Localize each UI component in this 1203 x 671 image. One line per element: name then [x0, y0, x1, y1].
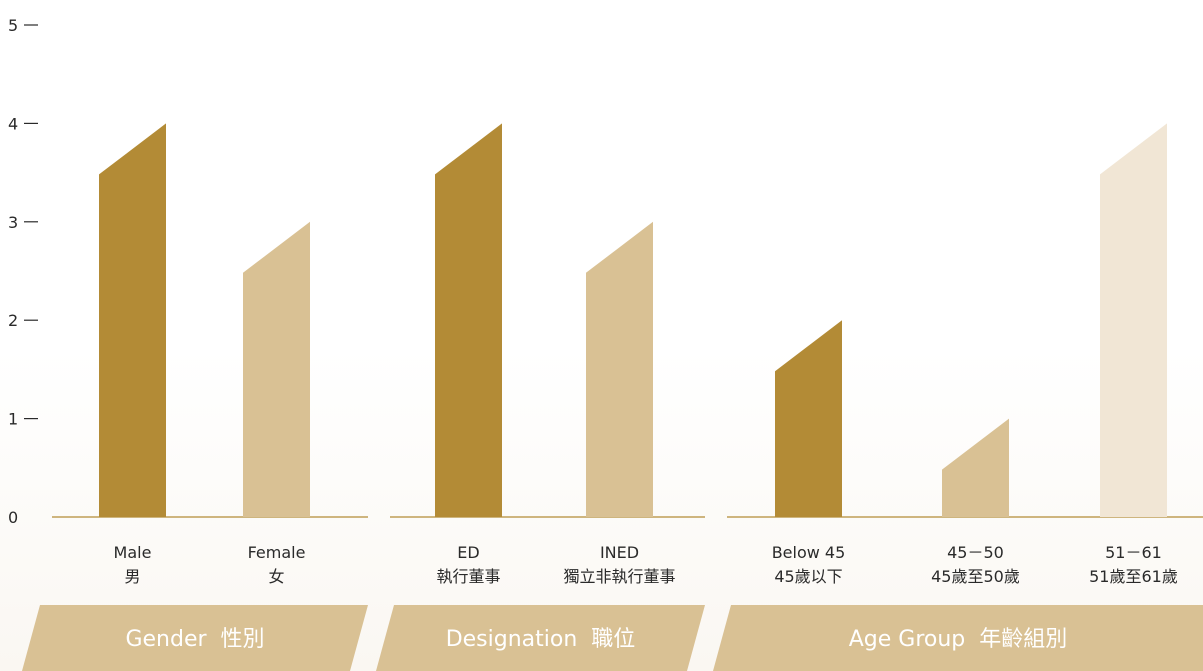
group-1: ED 執行董事 INED 獨立非執行董事 Designation 職位: [376, 123, 705, 671]
group-0: Male 男 Female 女 Gender 性別: [22, 123, 368, 671]
category-label-zh: 45歲以下: [774, 567, 842, 586]
bar-male: [99, 123, 166, 518]
y-tick-label: 5: [8, 16, 18, 35]
bar-ed: [435, 123, 502, 518]
group-banner: [713, 605, 1203, 671]
category-label-en: 51－61: [1105, 543, 1162, 562]
bar-51-61: [1100, 123, 1167, 518]
category-label-en: ED: [457, 543, 479, 562]
y-axis: 0 1 2 3 4 5: [8, 16, 38, 527]
bar-ined: [586, 221, 653, 518]
y-tick-label: 2: [8, 311, 18, 330]
category-label-zh: 女: [268, 567, 284, 586]
category-label-zh: 男: [124, 567, 140, 586]
y-tick-label: 0: [8, 508, 18, 527]
y-tick-label: 1: [8, 410, 18, 429]
category-label-en: Below 45: [772, 543, 846, 562]
y-tick-label: 3: [8, 213, 18, 232]
group-title: Age Group 年齡組別: [849, 627, 1068, 652]
category-label-en: Male: [114, 543, 152, 562]
category-label-zh: 獨立非執行董事: [563, 567, 675, 586]
bar-female: [243, 221, 310, 518]
bar-below-45: [775, 320, 842, 517]
category-label-en: 45－50: [947, 543, 1004, 562]
group-banner: [376, 605, 705, 671]
category-label-en: INED: [600, 543, 639, 562]
group-title: Designation 職位: [446, 627, 636, 652]
group-title: Gender 性別: [125, 627, 264, 652]
group-banner: [22, 605, 368, 671]
group-2: Below 45 45歲以下 45－50 45歲至50歲 51－61 51歲至61歲 Age…: [713, 123, 1203, 671]
y-tick-label: 4: [8, 114, 18, 133]
category-label-zh: 51歲至61歲: [1089, 567, 1178, 586]
category-label-zh: 執行董事: [436, 567, 500, 586]
bar-45-50: [942, 418, 1009, 517]
category-label-en: Female: [248, 543, 306, 562]
category-label-zh: 45歲至50歲: [931, 567, 1020, 586]
